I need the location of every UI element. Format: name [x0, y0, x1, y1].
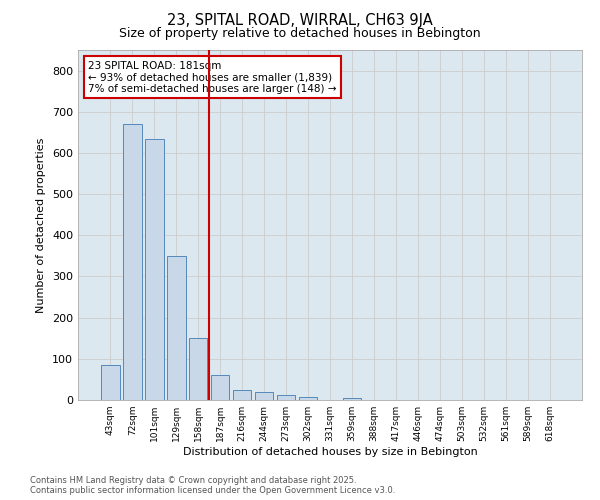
Bar [145, 138, 164, 400]
Bar [189, 338, 208, 400]
Bar [233, 390, 251, 400]
Y-axis label: Number of detached properties: Number of detached properties [37, 138, 46, 312]
Text: 23 SPITAL ROAD: 181sqm
← 93% of detached houses are smaller (1,839)
7% of semi-d: 23 SPITAL ROAD: 181sqm ← 93% of detached… [88, 60, 337, 94]
Text: 23, SPITAL ROAD, WIRRAL, CH63 9JA: 23, SPITAL ROAD, WIRRAL, CH63 9JA [167, 12, 433, 28]
X-axis label: Distribution of detached houses by size in Bebington: Distribution of detached houses by size … [182, 447, 478, 457]
Bar [211, 376, 229, 400]
Bar [123, 124, 142, 400]
Bar [299, 397, 317, 400]
Text: Contains HM Land Registry data © Crown copyright and database right 2025.
Contai: Contains HM Land Registry data © Crown c… [30, 476, 395, 495]
Bar [101, 365, 119, 400]
Bar [277, 394, 295, 400]
Bar [167, 256, 185, 400]
Text: Size of property relative to detached houses in Bebington: Size of property relative to detached ho… [119, 28, 481, 40]
Bar [255, 392, 274, 400]
Bar [343, 398, 361, 400]
